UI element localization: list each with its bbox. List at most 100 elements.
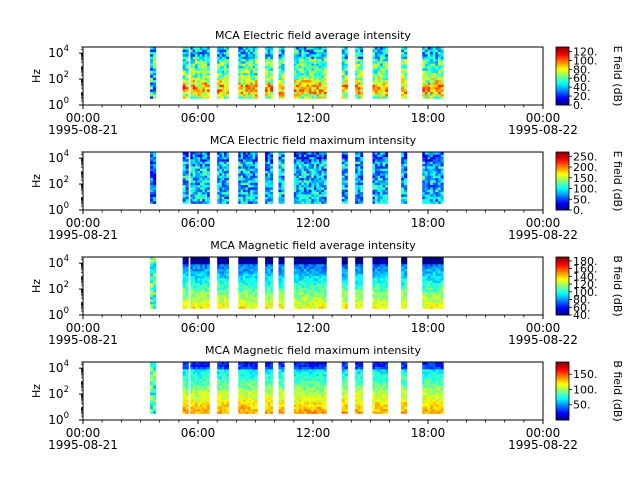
heatmap-cell bbox=[313, 285, 317, 288]
heatmap-cell bbox=[440, 72, 444, 76]
heatmap-cell bbox=[217, 366, 220, 370]
heatmap-cell bbox=[247, 306, 251, 309]
heatmap-cell bbox=[278, 271, 282, 274]
heatmap-cell bbox=[255, 264, 258, 267]
heatmap-cell bbox=[190, 404, 194, 407]
heatmap-cell bbox=[360, 156, 364, 160]
heatmap-cell bbox=[270, 198, 274, 202]
heatmap-cell bbox=[278, 299, 282, 302]
heatmap-cell bbox=[372, 257, 376, 260]
heatmap-cell bbox=[298, 173, 302, 176]
heatmap-cell bbox=[298, 159, 302, 162]
heatmap-cell bbox=[427, 154, 431, 157]
colorbar-step bbox=[556, 286, 569, 288]
heatmap-cell bbox=[197, 282, 201, 286]
heatmap-cell bbox=[207, 385, 210, 389]
heatmap-cell bbox=[318, 68, 322, 71]
heatmap-cell bbox=[404, 180, 408, 183]
heatmap-cell bbox=[219, 380, 223, 384]
heatmap-cell bbox=[430, 154, 434, 157]
heatmap-cell bbox=[224, 198, 227, 202]
heatmap-cell bbox=[221, 47, 225, 50]
heatmap-cell bbox=[204, 257, 208, 260]
heatmap-cell bbox=[278, 156, 282, 160]
heatmap-cell bbox=[207, 173, 210, 176]
heatmap-cell bbox=[240, 170, 244, 174]
heatmap-cell bbox=[202, 406, 206, 410]
heatmap-cell bbox=[192, 261, 196, 265]
heatmap-cell bbox=[374, 296, 378, 300]
heatmap-cell bbox=[267, 177, 271, 181]
heatmap-cell bbox=[238, 47, 241, 50]
heatmap-cell bbox=[422, 86, 426, 90]
heatmap-cell bbox=[190, 152, 194, 155]
heatmap-cell bbox=[296, 154, 300, 157]
heatmap-cell bbox=[344, 166, 348, 169]
heatmap-cell bbox=[313, 289, 317, 293]
heatmap-cell bbox=[199, 163, 203, 167]
heatmap-cell bbox=[306, 278, 310, 281]
heatmap-cell bbox=[435, 289, 439, 293]
heatmap-cell bbox=[217, 385, 220, 389]
heatmap-cell bbox=[323, 177, 327, 181]
heatmap-cell bbox=[255, 273, 258, 277]
heatmap-cell bbox=[385, 198, 389, 202]
heatmap-cell bbox=[323, 159, 327, 162]
heatmap-cell bbox=[243, 259, 246, 262]
heatmap-cell bbox=[152, 189, 157, 193]
heatmap-cell bbox=[306, 201, 310, 204]
heatmap-cell bbox=[316, 65, 320, 69]
heatmap-cell bbox=[245, 201, 249, 204]
x-tick-label: 00:00 bbox=[526, 111, 561, 125]
heatmap-cell bbox=[380, 264, 383, 267]
heatmap-cell bbox=[192, 406, 196, 410]
heatmap-cell bbox=[422, 63, 426, 67]
heatmap-cell bbox=[224, 399, 227, 403]
heatmap-cell bbox=[303, 303, 307, 307]
heatmap-cell bbox=[199, 72, 203, 76]
heatmap-cell bbox=[344, 280, 348, 284]
heatmap-cell bbox=[432, 96, 436, 99]
heatmap-cell bbox=[202, 82, 206, 85]
heatmap-cell bbox=[240, 161, 244, 165]
heatmap-cell bbox=[357, 54, 361, 57]
heatmap-cell bbox=[195, 268, 198, 272]
heatmap-cell bbox=[267, 168, 271, 172]
heatmap-cell bbox=[432, 273, 436, 277]
colorbar-tick-label: 80. bbox=[573, 63, 591, 76]
heatmap-cell bbox=[435, 86, 439, 90]
heatmap-cell bbox=[150, 378, 154, 382]
y-tick-exponent: 4 bbox=[64, 44, 69, 54]
heatmap-cell bbox=[424, 299, 428, 302]
heatmap-cell bbox=[217, 394, 220, 398]
heatmap-cell bbox=[438, 201, 441, 204]
heatmap-cell bbox=[344, 180, 348, 183]
heatmap-cell bbox=[245, 306, 249, 309]
colorbar-step bbox=[556, 170, 569, 173]
heatmap-cell bbox=[199, 294, 203, 298]
heatmap-cell bbox=[192, 189, 196, 193]
heatmap-cell bbox=[226, 280, 229, 284]
heatmap-cell bbox=[385, 51, 389, 55]
heatmap-cell bbox=[226, 51, 229, 55]
heatmap-cell bbox=[281, 154, 285, 157]
heatmap-cell bbox=[185, 194, 189, 197]
heatmap-cell bbox=[422, 280, 426, 284]
heatmap-cell bbox=[435, 273, 439, 277]
heatmap-cell bbox=[281, 299, 285, 302]
heatmap-cell bbox=[308, 303, 312, 307]
heatmap-cell bbox=[401, 54, 405, 57]
heatmap-cell bbox=[224, 401, 227, 405]
heatmap-cell bbox=[202, 156, 206, 160]
heatmap-cell bbox=[313, 51, 317, 55]
heatmap-cell bbox=[401, 70, 405, 74]
heatmap-cell bbox=[192, 401, 196, 405]
heatmap-cell bbox=[226, 296, 229, 300]
heatmap-cell bbox=[219, 292, 223, 295]
heatmap-cell bbox=[306, 56, 310, 60]
heatmap-cell bbox=[374, 163, 378, 167]
heatmap-cell bbox=[382, 268, 386, 272]
heatmap-cell bbox=[255, 173, 258, 176]
heatmap-cell bbox=[250, 93, 253, 97]
heatmap-cell bbox=[217, 282, 220, 286]
